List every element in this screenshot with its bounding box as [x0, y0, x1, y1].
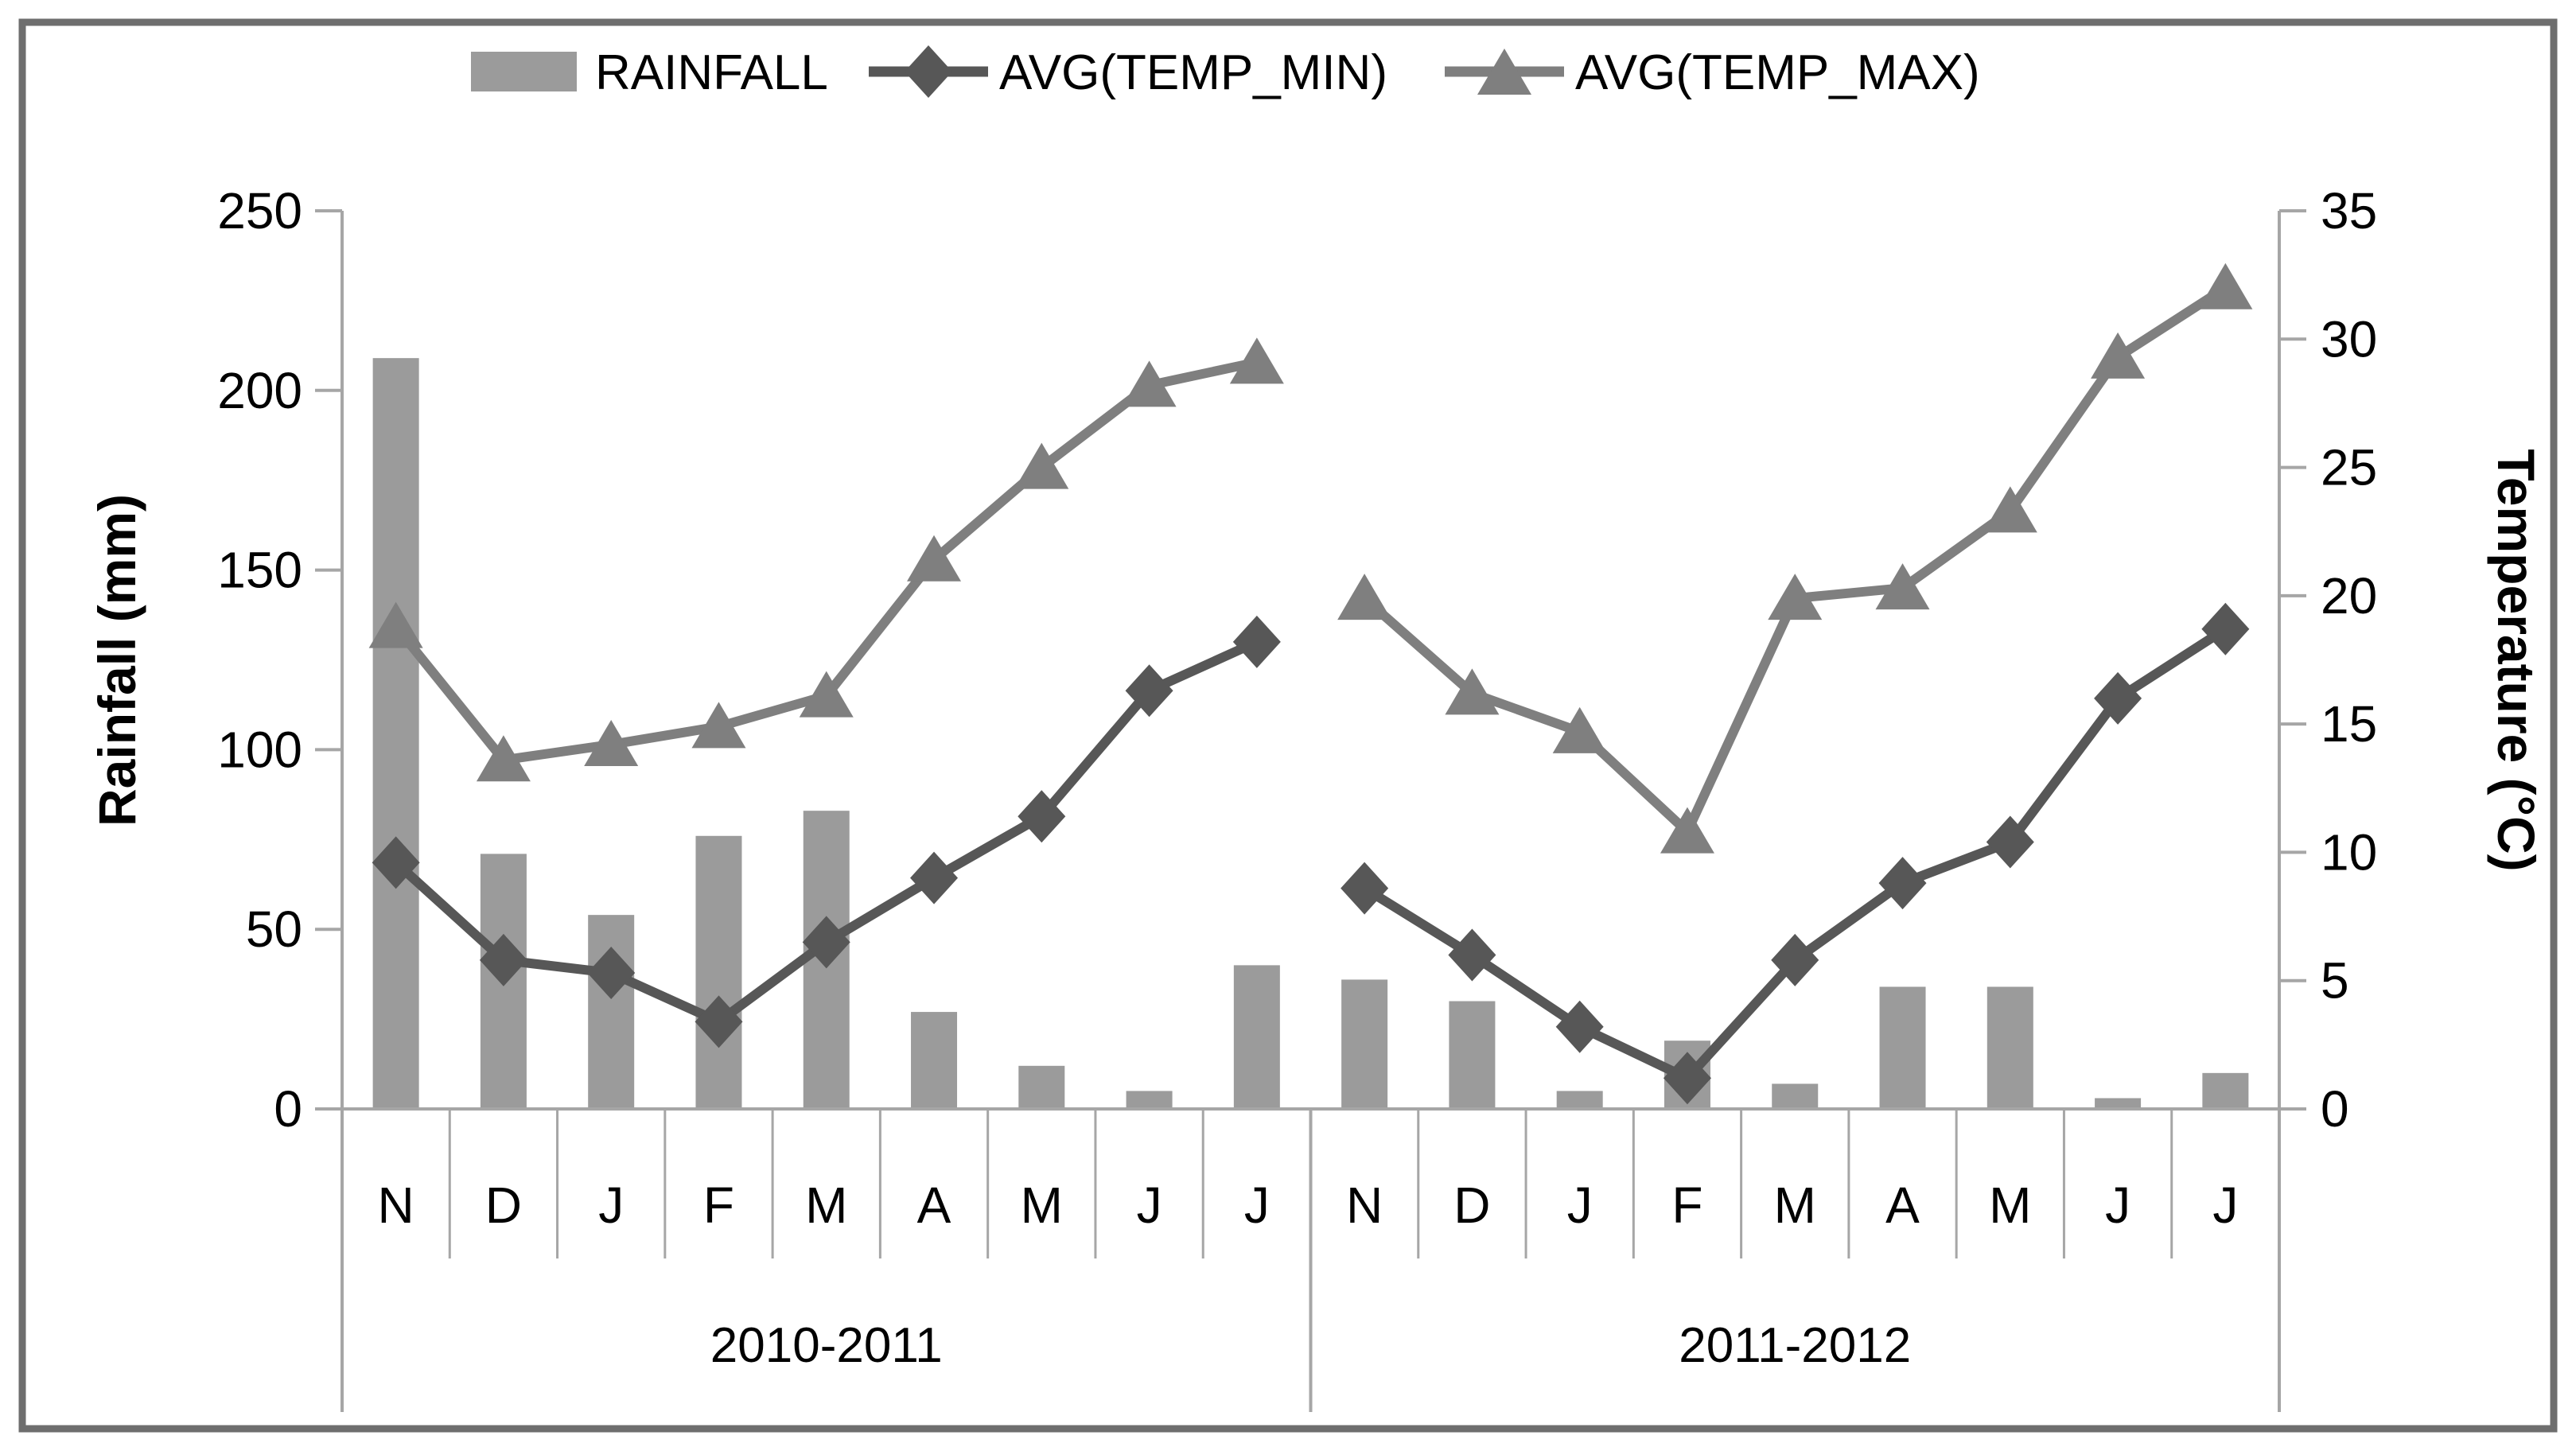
- rainfall-bar: [1556, 1091, 1603, 1109]
- legend-temp-min-marker: [905, 45, 952, 98]
- month-label: D: [1453, 1177, 1490, 1234]
- month-label: J: [1567, 1177, 1593, 1234]
- left-axis-tick-label: 250: [217, 182, 302, 239]
- temp-max-point: [1014, 442, 1069, 489]
- rainfall-bar: [2095, 1098, 2142, 1109]
- temp-max-point: [1552, 706, 1607, 753]
- temp-max-point: [1768, 574, 1823, 620]
- right-axis-tick-label: 5: [2321, 952, 2349, 1009]
- temp-min-point: [1986, 815, 2034, 869]
- temp-max-point: [691, 702, 746, 749]
- temp-min-point: [1232, 615, 1281, 668]
- temp-max-point: [1122, 360, 1177, 407]
- right-axis-tick-label: 0: [2321, 1080, 2349, 1138]
- season-label: 2010-2011: [710, 1318, 943, 1373]
- right-axis-tick-label: 15: [2321, 695, 2377, 753]
- temp-max-point: [1660, 807, 1714, 854]
- month-label: M: [1989, 1177, 2031, 1234]
- temp-max-point: [2091, 332, 2146, 379]
- temp-max-point: [1229, 337, 1284, 384]
- rainfall-bar: [1341, 979, 1388, 1109]
- month-label: A: [917, 1177, 951, 1234]
- temp-max-point: [584, 719, 639, 766]
- month-label: J: [2212, 1177, 2238, 1234]
- temp-min-point: [1341, 862, 1389, 915]
- month-label: F: [1671, 1177, 1702, 1234]
- legend-rainfall-swatch: [471, 52, 577, 91]
- left-axis-tick-label: 100: [217, 721, 302, 778]
- temp-max-point: [907, 535, 962, 582]
- temp-max-point: [1875, 563, 1930, 610]
- temp-max-point: [2198, 263, 2253, 309]
- rainfall-bar: [911, 1012, 958, 1109]
- rainfall-bar: [1126, 1091, 1173, 1109]
- temp-min-point: [1018, 790, 1066, 843]
- legend-temp-max-marker: [1477, 49, 1531, 95]
- temp-min-point: [1448, 928, 1496, 982]
- rainfall-bar: [695, 835, 742, 1109]
- rainfall-bar: [2202, 1072, 2249, 1109]
- legend-temp-min-label: AVG(TEMP_MIN): [999, 45, 1387, 100]
- temp-min-point: [372, 836, 420, 889]
- rainfall-bar: [1879, 986, 1926, 1109]
- temp-min-point: [695, 995, 743, 1048]
- temp-min-point: [1663, 1052, 1711, 1105]
- right-axis-tick-label: 10: [2321, 823, 2377, 881]
- month-label: N: [378, 1177, 414, 1234]
- chart-frame-border: [18, 18, 2558, 1433]
- month-label: N: [1346, 1177, 1383, 1234]
- temp-min-point: [910, 851, 959, 904]
- left-axis-tick-label: 50: [246, 901, 302, 958]
- month-label: M: [805, 1177, 847, 1234]
- temp-min-point: [587, 947, 636, 1000]
- left-axis-tick-label: 0: [274, 1080, 302, 1138]
- temp-min-point: [802, 916, 850, 969]
- month-label: J: [1244, 1177, 1270, 1234]
- month-label: F: [703, 1177, 734, 1234]
- rainfall-bar: [372, 358, 419, 1109]
- temp-max-point: [1445, 668, 1500, 715]
- temp-max-point: [799, 671, 854, 718]
- legend-temp-max-label: AVG(TEMP_MAX): [1575, 45, 1980, 100]
- temp-min-point: [2094, 671, 2142, 725]
- temp-min-point: [2201, 602, 2250, 655]
- rainfall-bar: [1772, 1083, 1819, 1109]
- rainfall-bar: [1233, 965, 1280, 1109]
- rainfall-bar: [1018, 1065, 1065, 1109]
- temp-min-point: [1555, 1000, 1604, 1053]
- left-axis-tick-label: 150: [217, 542, 302, 599]
- temp-min-point: [1771, 933, 1819, 986]
- right-axis-title: Temperature (°C): [2487, 449, 2546, 871]
- month-label: J: [1137, 1177, 1162, 1234]
- left-axis-tick-label: 200: [217, 362, 302, 419]
- right-axis-tick-label: 25: [2321, 439, 2377, 496]
- month-label: A: [1885, 1177, 1920, 1234]
- temp-min-point: [479, 933, 527, 986]
- temp-min-point: [1878, 857, 1927, 910]
- rainfall-bar: [588, 915, 635, 1109]
- temp-max-point: [1983, 486, 2037, 533]
- temp-max-point: [476, 735, 531, 782]
- month-label: D: [485, 1177, 522, 1234]
- right-axis-tick-label: 35: [2321, 182, 2377, 239]
- legend-rainfall-label: RAINFALL: [595, 45, 828, 100]
- month-label: M: [1021, 1177, 1063, 1234]
- temp-min-point: [1125, 664, 1173, 718]
- right-axis-tick-label: 20: [2321, 567, 2377, 624]
- month-label: J: [598, 1177, 624, 1234]
- left-axis-title: Rainfall (mm): [88, 494, 146, 827]
- temp-max-point: [1337, 574, 1392, 620]
- rainfall-bar: [1449, 1001, 1496, 1109]
- rainfall-bar: [1986, 986, 2033, 1109]
- right-axis-tick-label: 30: [2321, 310, 2377, 368]
- month-label: J: [2105, 1177, 2130, 1234]
- season-label: 2011-2012: [1679, 1318, 1911, 1373]
- temp-max-point: [368, 601, 423, 648]
- month-label: M: [1774, 1177, 1816, 1234]
